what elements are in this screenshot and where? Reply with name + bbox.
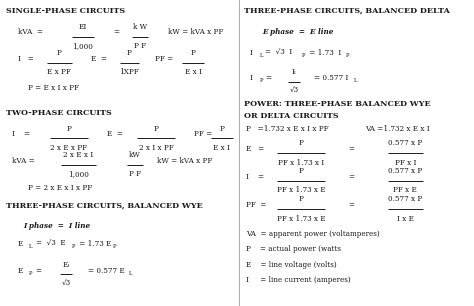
Text: 0.577 x P: 0.577 x P (388, 196, 422, 203)
Text: P   =1.732 x E x I x PF: P =1.732 x E x I x PF (246, 125, 329, 133)
Text: Iₗ: Iₗ (292, 68, 296, 76)
Text: L: L (28, 244, 32, 249)
Text: P = 2 x E x I x PF: P = 2 x E x I x PF (28, 184, 93, 192)
Text: k W: k W (133, 23, 147, 31)
Text: PF x I: PF x I (394, 159, 416, 166)
Text: PF =: PF = (155, 55, 174, 63)
Text: P: P (299, 196, 303, 203)
Text: =  √3  E: = √3 E (36, 240, 65, 248)
Text: kW = kVA x PF: kW = kVA x PF (168, 28, 224, 36)
Text: POWER: THREE-PHASE BALANCED WYE: POWER: THREE-PHASE BALANCED WYE (244, 100, 431, 108)
Text: E x PF: E x PF (47, 68, 71, 76)
Text: =: = (348, 145, 355, 153)
Text: 1,000: 1,000 (73, 42, 93, 50)
Text: SINGLE-PHASE CIRCUITS: SINGLE-PHASE CIRCUITS (6, 7, 125, 15)
Text: =: = (36, 267, 42, 275)
Text: L: L (259, 53, 263, 58)
Text: PF =: PF = (194, 130, 212, 138)
Text: Eₗ: Eₗ (63, 261, 70, 269)
Text: P: P (299, 140, 303, 147)
Text: E  =: E = (107, 130, 123, 138)
Text: EI: EI (79, 23, 87, 31)
Text: P: P (57, 49, 62, 57)
Text: kW = kVA x PF: kW = kVA x PF (157, 157, 213, 165)
Text: THREE-PHASE CIRCUITS, BALANCED DELTA: THREE-PHASE CIRCUITS, BALANCED DELTA (244, 7, 450, 15)
Text: 0.577 x P: 0.577 x P (388, 140, 422, 147)
Text: OR DELTA CIRCUITS: OR DELTA CIRCUITS (244, 112, 339, 120)
Text: = 0.577 I: = 0.577 I (314, 74, 349, 82)
Text: = 1.73  I: = 1.73 I (307, 49, 341, 57)
Text: 2 x I x PF: 2 x I x PF (139, 144, 174, 152)
Text: TWO-PHASE CIRCUITS: TWO-PHASE CIRCUITS (6, 109, 111, 117)
Text: I   =: I = (18, 55, 34, 63)
Text: E phase  =  E line: E phase = E line (262, 28, 334, 35)
Text: VA  = apparent power (voltamperes): VA = apparent power (voltamperes) (246, 230, 380, 237)
Text: I x E: I x E (397, 215, 414, 222)
Text: 0.577 x P: 0.577 x P (388, 167, 422, 175)
Text: L: L (129, 271, 132, 275)
Text: P: P (191, 49, 196, 57)
Text: √3: √3 (62, 280, 71, 288)
Text: E: E (18, 240, 23, 248)
Text: P: P (28, 271, 32, 275)
Text: E   =: E = (246, 145, 265, 153)
Text: P: P (302, 53, 305, 58)
Text: I: I (250, 74, 253, 82)
Text: =: = (348, 201, 355, 209)
Text: E  =: E = (91, 55, 107, 63)
Text: P: P (346, 53, 349, 58)
Text: PF x E: PF x E (393, 186, 417, 194)
Text: PF x 1.73 x E: PF x 1.73 x E (277, 215, 325, 222)
Text: PF x 1.73 x I: PF x 1.73 x I (278, 159, 324, 166)
Text: P F: P F (134, 42, 146, 50)
Text: P: P (66, 125, 71, 133)
Text: =  √3  I: = √3 I (265, 49, 292, 57)
Text: PF  =: PF = (246, 201, 267, 209)
Text: = 1.73 E: = 1.73 E (77, 240, 111, 248)
Text: I phase  =  I line: I phase = I line (23, 222, 90, 230)
Text: E    = line voltage (volts): E = line voltage (volts) (246, 261, 337, 269)
Text: kW: kW (129, 151, 141, 159)
Text: 1XPF: 1XPF (119, 68, 139, 76)
Text: P: P (127, 49, 132, 57)
Text: 1,000: 1,000 (68, 170, 89, 178)
Text: I     = line current (amperes): I = line current (amperes) (246, 276, 351, 284)
Text: √3: √3 (289, 87, 299, 95)
Text: P: P (72, 244, 75, 249)
Text: P: P (259, 78, 263, 83)
Text: 2 x E x I: 2 x E x I (63, 151, 93, 159)
Text: E: E (18, 267, 23, 275)
Text: kVA  =: kVA = (18, 28, 43, 36)
Text: P: P (219, 125, 224, 133)
Text: =: = (348, 173, 355, 181)
Text: I    =: I = (246, 173, 264, 181)
Text: I: I (250, 49, 253, 57)
Text: =: = (265, 74, 272, 82)
Text: E x I: E x I (185, 68, 202, 76)
Text: P: P (154, 125, 159, 133)
Text: THREE-PHASE CIRCUITS, BALANCED WYE: THREE-PHASE CIRCUITS, BALANCED WYE (6, 202, 202, 210)
Text: L: L (354, 78, 357, 83)
Text: VA =1.732 x E x I: VA =1.732 x E x I (365, 125, 430, 133)
Text: P    = actual power (watts: P = actual power (watts (246, 245, 341, 253)
Text: P: P (299, 167, 303, 175)
Text: P: P (113, 244, 116, 249)
Text: kVA =: kVA = (12, 157, 35, 165)
Text: P F: P F (129, 170, 141, 178)
Text: = 0.577 E: = 0.577 E (88, 267, 125, 275)
Text: P = E x I x PF: P = E x I x PF (28, 84, 80, 92)
Text: PF x 1.73 x E: PF x 1.73 x E (277, 186, 325, 194)
Text: 2 x E x PF: 2 x E x PF (50, 144, 87, 152)
Text: =: = (113, 28, 119, 36)
Text: E x I: E x I (213, 144, 230, 152)
Text: I    =: I = (12, 130, 30, 138)
